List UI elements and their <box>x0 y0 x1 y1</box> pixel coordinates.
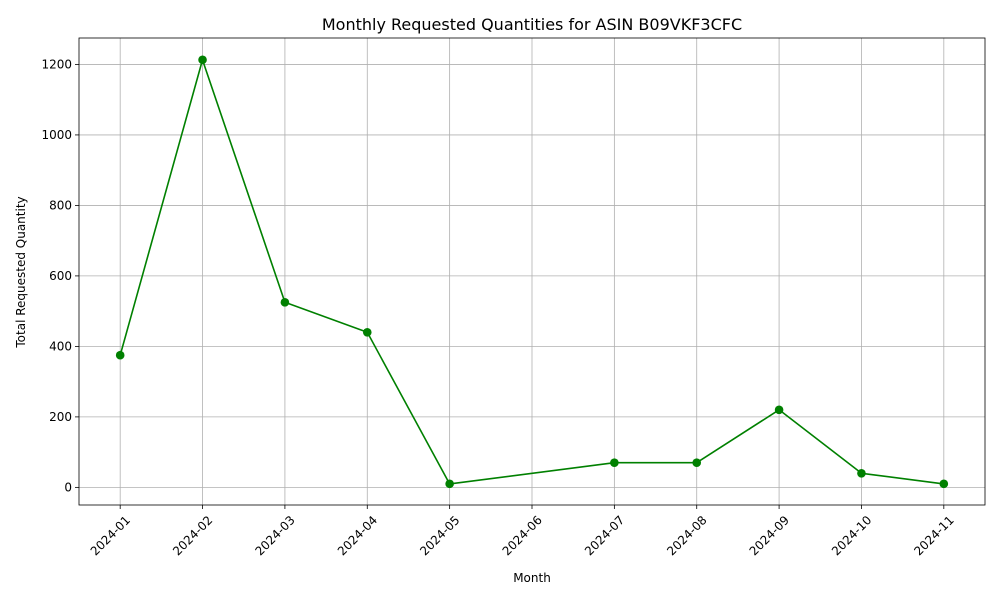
data-point <box>115 350 125 360</box>
y-tick-label: 200 <box>49 410 72 424</box>
y-axis-label: Total Requested Quantity <box>14 196 28 348</box>
x-axis-label: Month <box>513 571 551 585</box>
data-point <box>445 479 454 489</box>
y-axis-ticks: 0 200 400 600 800 1000 1200 <box>41 57 79 494</box>
y-tick-label: 1200 <box>41 57 72 71</box>
data-point <box>774 405 784 415</box>
data-point <box>198 55 207 65</box>
y-tick-label: 800 <box>49 198 72 212</box>
y-tick-label: 0 <box>64 480 72 494</box>
data-point <box>857 468 866 478</box>
y-tick-label: 600 <box>49 269 72 283</box>
y-tick-label: 400 <box>49 339 72 353</box>
y-tick-label: 1000 <box>41 128 72 142</box>
data-point <box>692 458 702 468</box>
grid-layer <box>79 38 985 505</box>
data-point-layer <box>115 55 949 489</box>
series-line <box>119 59 944 485</box>
data-point <box>280 298 290 307</box>
data-point <box>362 327 372 337</box>
data-point <box>939 479 949 489</box>
series-line-layer <box>119 59 944 485</box>
chart-title: Monthly Requested Quantities for ASIN B0… <box>322 15 742 34</box>
data-point <box>610 458 619 468</box>
